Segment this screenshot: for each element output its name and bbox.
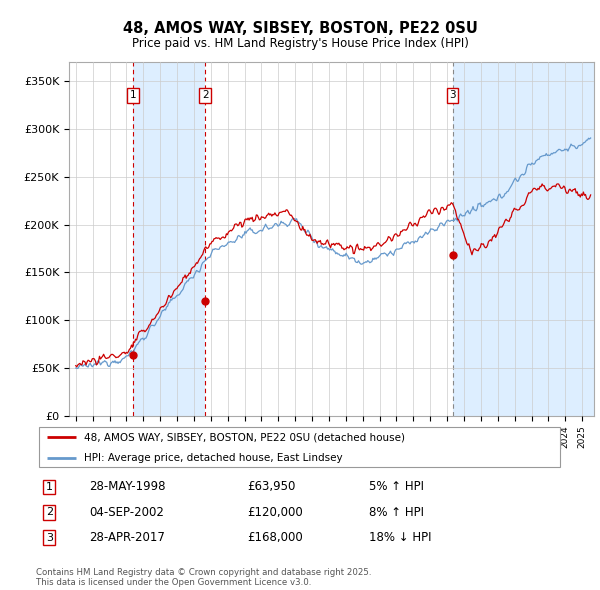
- Text: 28-APR-2017: 28-APR-2017: [89, 531, 164, 544]
- Text: 48, AMOS WAY, SIBSEY, BOSTON, PE22 0SU (detached house): 48, AMOS WAY, SIBSEY, BOSTON, PE22 0SU (…: [83, 432, 404, 442]
- Text: 2: 2: [46, 507, 53, 517]
- Text: 2: 2: [202, 90, 209, 100]
- Text: £120,000: £120,000: [247, 506, 303, 519]
- Text: £168,000: £168,000: [247, 531, 303, 544]
- Text: 48, AMOS WAY, SIBSEY, BOSTON, PE22 0SU: 48, AMOS WAY, SIBSEY, BOSTON, PE22 0SU: [122, 21, 478, 35]
- Text: 3: 3: [46, 533, 53, 543]
- Text: 28-MAY-1998: 28-MAY-1998: [89, 480, 166, 493]
- Text: 8% ↑ HPI: 8% ↑ HPI: [368, 506, 424, 519]
- Text: 1: 1: [46, 482, 53, 492]
- Text: Contains HM Land Registry data © Crown copyright and database right 2025.
This d: Contains HM Land Registry data © Crown c…: [36, 568, 371, 587]
- Text: 3: 3: [449, 90, 456, 100]
- Text: 5% ↑ HPI: 5% ↑ HPI: [368, 480, 424, 493]
- Text: 18% ↓ HPI: 18% ↓ HPI: [368, 531, 431, 544]
- Text: 1: 1: [130, 90, 137, 100]
- Text: HPI: Average price, detached house, East Lindsey: HPI: Average price, detached house, East…: [83, 453, 342, 463]
- Bar: [133, 62, 205, 416]
- FancyBboxPatch shape: [38, 427, 560, 467]
- Text: £63,950: £63,950: [247, 480, 296, 493]
- Bar: [452, 62, 594, 416]
- Text: Price paid vs. HM Land Registry's House Price Index (HPI): Price paid vs. HM Land Registry's House …: [131, 37, 469, 50]
- Text: 04-SEP-2002: 04-SEP-2002: [89, 506, 164, 519]
